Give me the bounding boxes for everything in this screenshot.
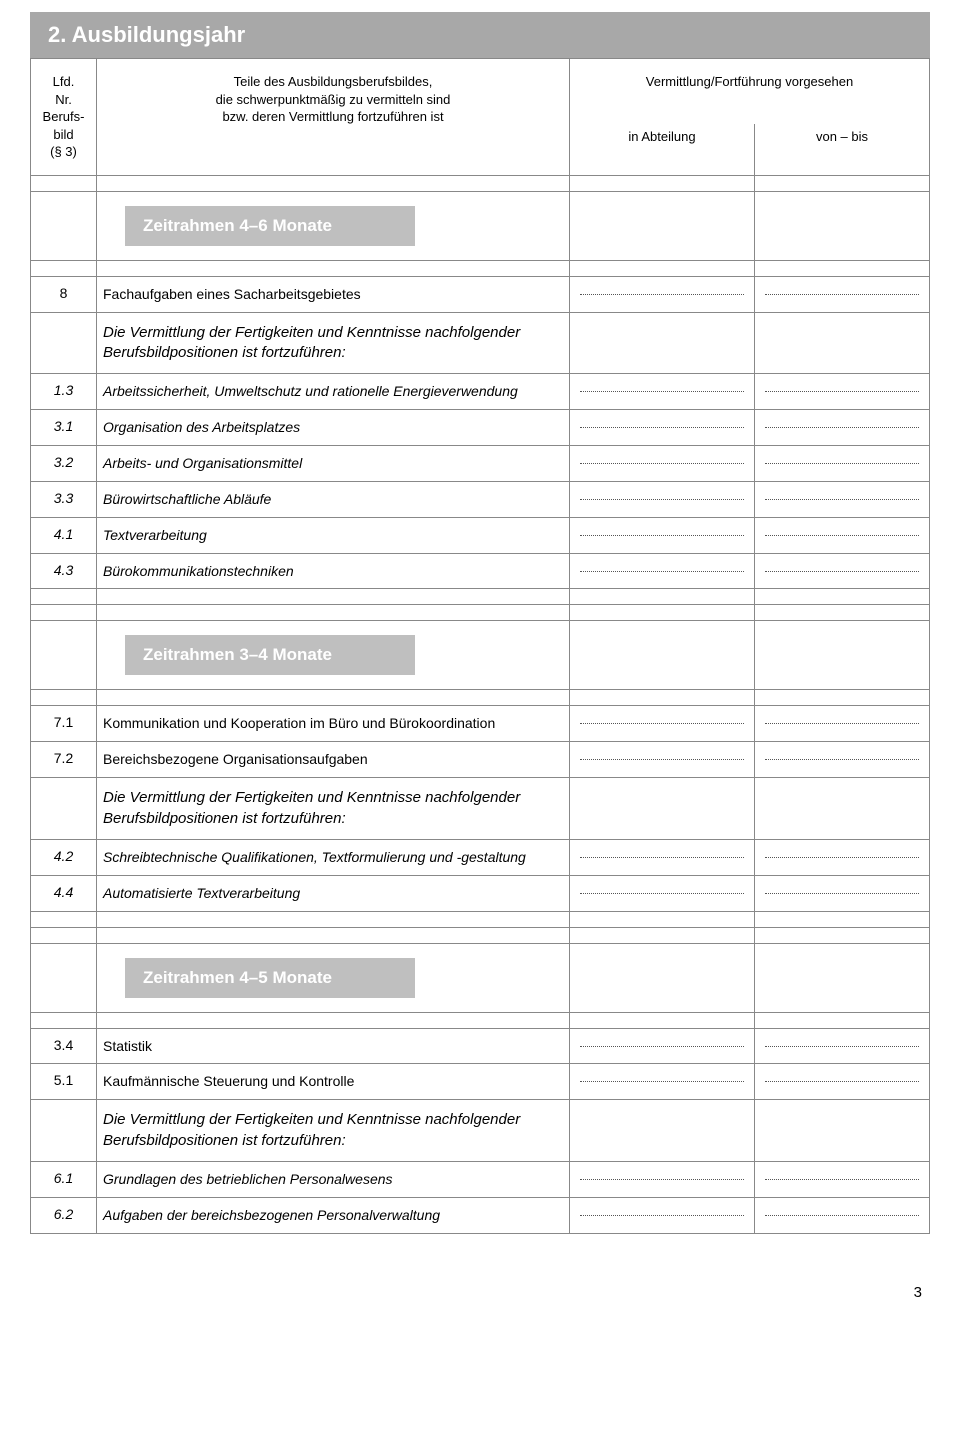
header-col2: Teile des Ausbildungsberufsbildes, die s… xyxy=(97,59,570,176)
continuation-note: Die Vermittlung der Fertigkeiten und Ken… xyxy=(97,312,570,374)
abteilung-field[interactable] xyxy=(570,517,755,553)
row-number: 4.1 xyxy=(31,517,97,553)
header-col1: Lfd. Nr. Berufs- bild (§ 3) xyxy=(31,59,97,176)
vonbis-field[interactable] xyxy=(755,374,930,410)
abteilung-field[interactable] xyxy=(570,1161,755,1197)
abteilung-field[interactable] xyxy=(570,742,755,778)
row-number: 3.2 xyxy=(31,445,97,481)
row-number: 5.1 xyxy=(31,1064,97,1100)
row-number: 7.2 xyxy=(31,742,97,778)
header-col2-l2: die schwerpunktmäßig zu vermitteln sind xyxy=(216,92,451,107)
row-description: Kommunikation und Kooperation im Büro un… xyxy=(97,706,570,742)
header-col1-l5: (§ 3) xyxy=(50,144,77,159)
header-col2-l1: Teile des Ausbildungsberufsbildes, xyxy=(234,74,433,89)
abteilung-field[interactable] xyxy=(570,374,755,410)
page-number: 3 xyxy=(30,1284,930,1301)
row-number: 3.4 xyxy=(31,1028,97,1064)
vonbis-field[interactable] xyxy=(755,481,930,517)
row-description: Grundlagen des betrieblichen Personalwes… xyxy=(97,1161,570,1197)
row-description: Arbeits- und Organisationsmittel xyxy=(97,445,570,481)
row-description: Schreibtechnische Qualifikationen, Textf… xyxy=(97,839,570,875)
timeframe-label: Zeitrahmen 4–6 Monate xyxy=(125,206,415,246)
abteilung-field[interactable] xyxy=(570,1197,755,1233)
row-number: 8 xyxy=(31,276,97,312)
row-description: Organisation des Arbeitsplatzes xyxy=(97,410,570,446)
row-description: Bürowirtschaftliche Abläufe xyxy=(97,481,570,517)
row-description: Textverarbeitung xyxy=(97,517,570,553)
abteilung-field[interactable] xyxy=(570,445,755,481)
abteilung-field[interactable] xyxy=(570,1028,755,1064)
row-description: Arbeitssicherheit, Umweltschutz und rati… xyxy=(97,374,570,410)
vonbis-field[interactable] xyxy=(755,1028,930,1064)
vonbis-field[interactable] xyxy=(755,410,930,446)
row-description: Bereichsbezogene Organisationsaufgaben xyxy=(97,742,570,778)
row-description: Fachaufgaben eines Sacharbeitsgebietes xyxy=(97,276,570,312)
abteilung-field[interactable] xyxy=(570,553,755,589)
vonbis-field[interactable] xyxy=(755,875,930,911)
header-col1-l2: Nr. xyxy=(55,92,72,107)
vonbis-field[interactable] xyxy=(755,553,930,589)
row-number: 1.3 xyxy=(31,374,97,410)
header-col2-l3: bzw. deren Vermittlung fortzuführen ist xyxy=(222,109,443,124)
vonbis-field[interactable] xyxy=(755,445,930,481)
vonbis-field[interactable] xyxy=(755,517,930,553)
row-number: 6.2 xyxy=(31,1197,97,1233)
abteilung-field[interactable] xyxy=(570,410,755,446)
row-number: 6.1 xyxy=(31,1161,97,1197)
row-number: 4.3 xyxy=(31,553,97,589)
row-description: Kaufmännische Steuerung und Kontrolle xyxy=(97,1064,570,1100)
row-number: 7.1 xyxy=(31,706,97,742)
abteilung-field[interactable] xyxy=(570,839,755,875)
vonbis-field[interactable] xyxy=(755,1161,930,1197)
row-number: 4.2 xyxy=(31,839,97,875)
row-number: 4.4 xyxy=(31,875,97,911)
row-description: Aufgaben der bereichsbezogenen Personalv… xyxy=(97,1197,570,1233)
header-col34-top: Vermittlung/Fortführung vorgesehen xyxy=(570,59,930,124)
vonbis-field[interactable] xyxy=(755,276,930,312)
vonbis-field[interactable] xyxy=(755,1064,930,1100)
header-col1-l4: bild xyxy=(53,127,73,142)
header-col3: in Abteilung xyxy=(570,124,755,175)
row-number: 3.1 xyxy=(31,410,97,446)
continuation-note: Die Vermittlung der Fertigkeiten und Ken… xyxy=(97,1100,570,1162)
row-description: Statistik xyxy=(97,1028,570,1064)
abteilung-field[interactable] xyxy=(570,875,755,911)
abteilung-field[interactable] xyxy=(570,1064,755,1100)
timeframe-label: Zeitrahmen 3–4 Monate xyxy=(125,635,415,675)
header-col1-l1: Lfd. xyxy=(53,74,75,89)
training-plan-table: Lfd. Nr. Berufs- bild (§ 3) Teile des Au… xyxy=(30,58,930,1234)
vonbis-field[interactable] xyxy=(755,706,930,742)
continuation-note: Die Vermittlung der Fertigkeiten und Ken… xyxy=(97,778,570,840)
abteilung-field[interactable] xyxy=(570,276,755,312)
header-col1-l3: Berufs- xyxy=(43,109,85,124)
header-col4: von – bis xyxy=(755,124,930,175)
row-number: 3.3 xyxy=(31,481,97,517)
row-description: Bürokommunikationstechniken xyxy=(97,553,570,589)
abteilung-field[interactable] xyxy=(570,706,755,742)
vonbis-field[interactable] xyxy=(755,839,930,875)
row-description: Automatisierte Textverarbeitung xyxy=(97,875,570,911)
vonbis-field[interactable] xyxy=(755,742,930,778)
abteilung-field[interactable] xyxy=(570,481,755,517)
timeframe-label: Zeitrahmen 4–5 Monate xyxy=(125,958,415,998)
vonbis-field[interactable] xyxy=(755,1197,930,1233)
page-title: 2. Ausbildungsjahr xyxy=(30,12,930,58)
